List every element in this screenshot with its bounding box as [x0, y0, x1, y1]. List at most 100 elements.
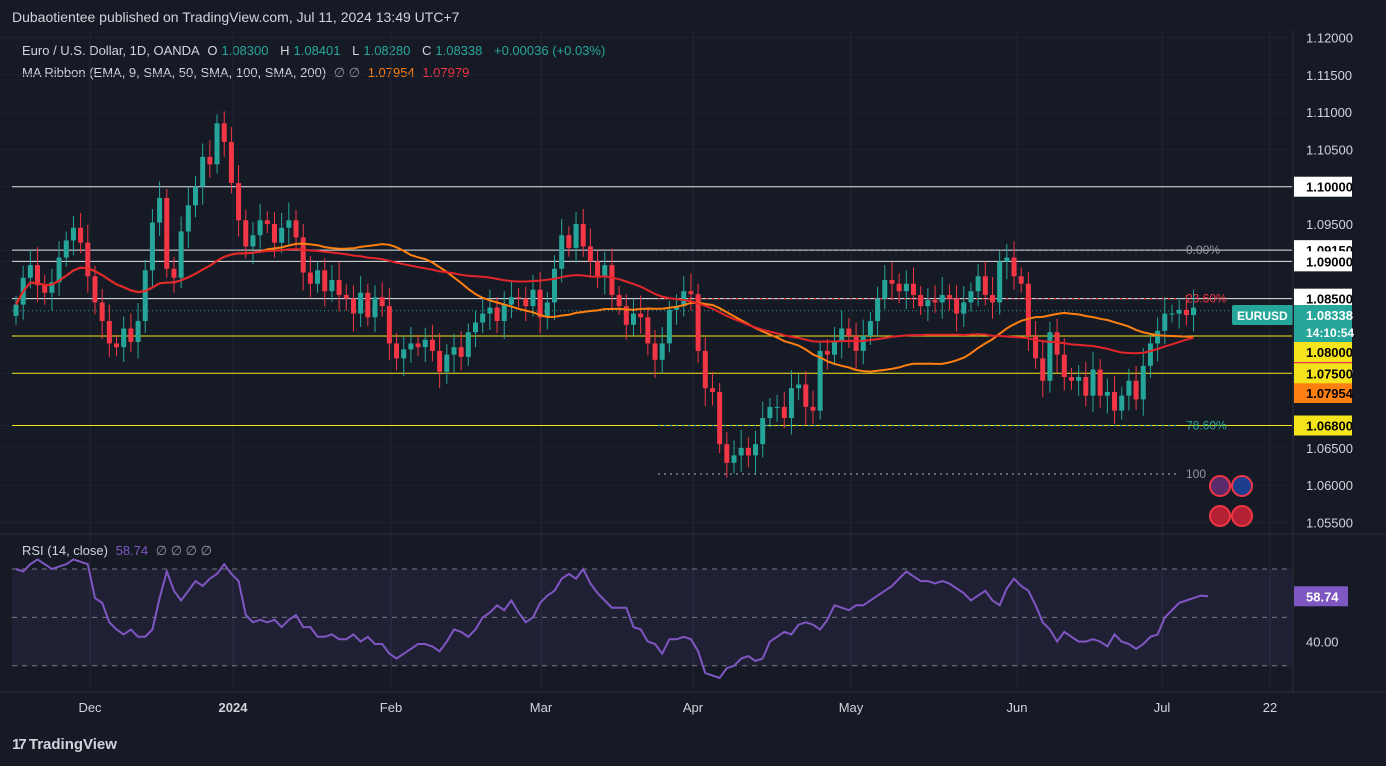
price-tick-10: 1.08000 [1306, 345, 1353, 360]
candle-body-104 [760, 418, 766, 445]
candle-body-124 [903, 283, 909, 292]
candle-body-134 [975, 276, 981, 292]
candle-body-118 [860, 335, 866, 351]
candle-body-151 [1097, 369, 1103, 396]
candle-body-82 [602, 265, 608, 277]
candle-body-136 [989, 294, 995, 303]
candle-body-146 [1061, 354, 1067, 378]
candle-body-133 [968, 291, 974, 303]
candle-body-97 [709, 388, 715, 392]
candle-body-113 [824, 350, 830, 355]
candle-body-130 [946, 294, 952, 299]
candle-body-26 [200, 156, 206, 187]
candle-body-98 [717, 391, 723, 445]
candle-body-4 [42, 285, 48, 293]
candle-body-162 [1176, 309, 1182, 314]
rsi-line [15, 558, 1208, 680]
rsi-value: 58.74 [115, 543, 149, 558]
change-value: +0.00036 (+0.03%) [494, 43, 606, 58]
candle-body-141 [1025, 283, 1031, 336]
rsi-tick-1: 40.00 [1306, 635, 1339, 650]
candle-body-40 [300, 237, 306, 273]
rsi-pane: 58.74 40.00 [0, 533, 1386, 680]
candle-body-94 [688, 291, 694, 295]
price-tick-9: 1.08338 [1306, 308, 1353, 323]
candle-body-139 [1011, 257, 1017, 277]
candle-body-163 [1183, 309, 1189, 316]
price-tag-bg-12 [1294, 383, 1352, 403]
price-axis[interactable]: 1.12000 1.11500 1.11000 1.10500 1.10000 1.095… [1232, 30, 1354, 531]
candle-body-79 [580, 224, 586, 247]
candle-body-72 [530, 289, 536, 307]
candle-body-10 [85, 242, 91, 277]
candle-body-21 [164, 197, 170, 269]
candle-body-16 [128, 328, 134, 342]
high-label: H [280, 43, 290, 58]
candle-body-125 [911, 283, 916, 295]
low-label: L [352, 43, 360, 58]
candle-body-61 [451, 347, 457, 355]
candle-body-36 [271, 224, 277, 243]
candle-body-161 [1169, 313, 1175, 315]
candle-body-70 [516, 297, 522, 299]
time-tick-2: Feb [380, 700, 402, 715]
candle-body-24 [185, 205, 191, 232]
candle-body-137 [997, 261, 1003, 303]
candle-body-114 [832, 341, 838, 355]
candle-body-154 [1119, 395, 1125, 411]
price-tick-1: 1.11500 [1306, 68, 1352, 83]
candle-body-29 [221, 123, 227, 142]
candle-body-32 [243, 220, 249, 247]
price-tick-4: 1.10000 [1306, 180, 1353, 195]
price-tick-3: 1.10500 [1306, 142, 1353, 157]
rsi-label: RSI (14, close) [22, 543, 108, 558]
countdown-bg [1294, 322, 1352, 342]
candle-body-63 [465, 332, 471, 357]
candle-body-148 [1076, 377, 1082, 381]
candle-body-12 [99, 302, 105, 322]
time-tick-3: Mar [530, 700, 553, 715]
rsi-legend[interactable]: RSI (14, close) 58.74 ∅ ∅ ∅ ∅ [22, 543, 216, 559]
price-tag-bg-7 [1294, 251, 1352, 272]
candle-body-93 [681, 291, 687, 307]
candle-body-42 [315, 270, 321, 284]
tradingview-logo[interactable]: 17 TradingView [12, 736, 117, 753]
candle-body-77 [566, 235, 572, 248]
ma-sma-value: 1.07979 [422, 65, 470, 80]
candle-body-75 [552, 268, 557, 303]
candle-body-13 [106, 321, 112, 344]
time-tick-0: Dec [78, 700, 102, 715]
candle-body-143 [1040, 358, 1046, 381]
candle-body-7 [63, 240, 69, 258]
rsi-empty-values: ∅ ∅ ∅ ∅ [155, 543, 212, 558]
candle-body-89 [652, 343, 658, 360]
low-value: 1.08280 [363, 43, 411, 58]
candle-body-120 [875, 298, 881, 322]
eu-flag-icon [1231, 475, 1253, 497]
candle-body-99 [724, 444, 730, 463]
candle-body-80 [587, 246, 593, 262]
price-tick-12: 1.07954 [1306, 386, 1354, 401]
candle-body-34 [257, 220, 263, 236]
candle-body-140 [1018, 276, 1024, 284]
candle-body-90 [659, 343, 665, 360]
time-tick-5: May [839, 700, 864, 715]
fib-label-2: 78.60% [1186, 419, 1227, 433]
candle-body-144 [1047, 332, 1053, 381]
candle-body-46 [343, 294, 349, 299]
time-axis[interactable]: Dec 2024 Feb Mar Apr May Jun Jul 22 [0, 30, 1386, 715]
symbol-badge: EURUSD [1237, 309, 1288, 323]
price-tick-8: 1.08500 [1306, 292, 1353, 307]
candle-body-121 [882, 280, 888, 299]
price-tick-0: 1.12000 [1306, 30, 1353, 45]
candle-body-102 [745, 447, 751, 456]
candle-body-19 [149, 222, 155, 271]
time-tick-7: Jul [1154, 700, 1171, 715]
close-label: C [421, 43, 432, 58]
candle-body-31 [236, 182, 242, 221]
candle-body-86 [630, 313, 636, 325]
logo-text: TradingView [28, 736, 117, 753]
candle-body-0 [13, 304, 19, 316]
candle-body-123 [896, 283, 902, 292]
